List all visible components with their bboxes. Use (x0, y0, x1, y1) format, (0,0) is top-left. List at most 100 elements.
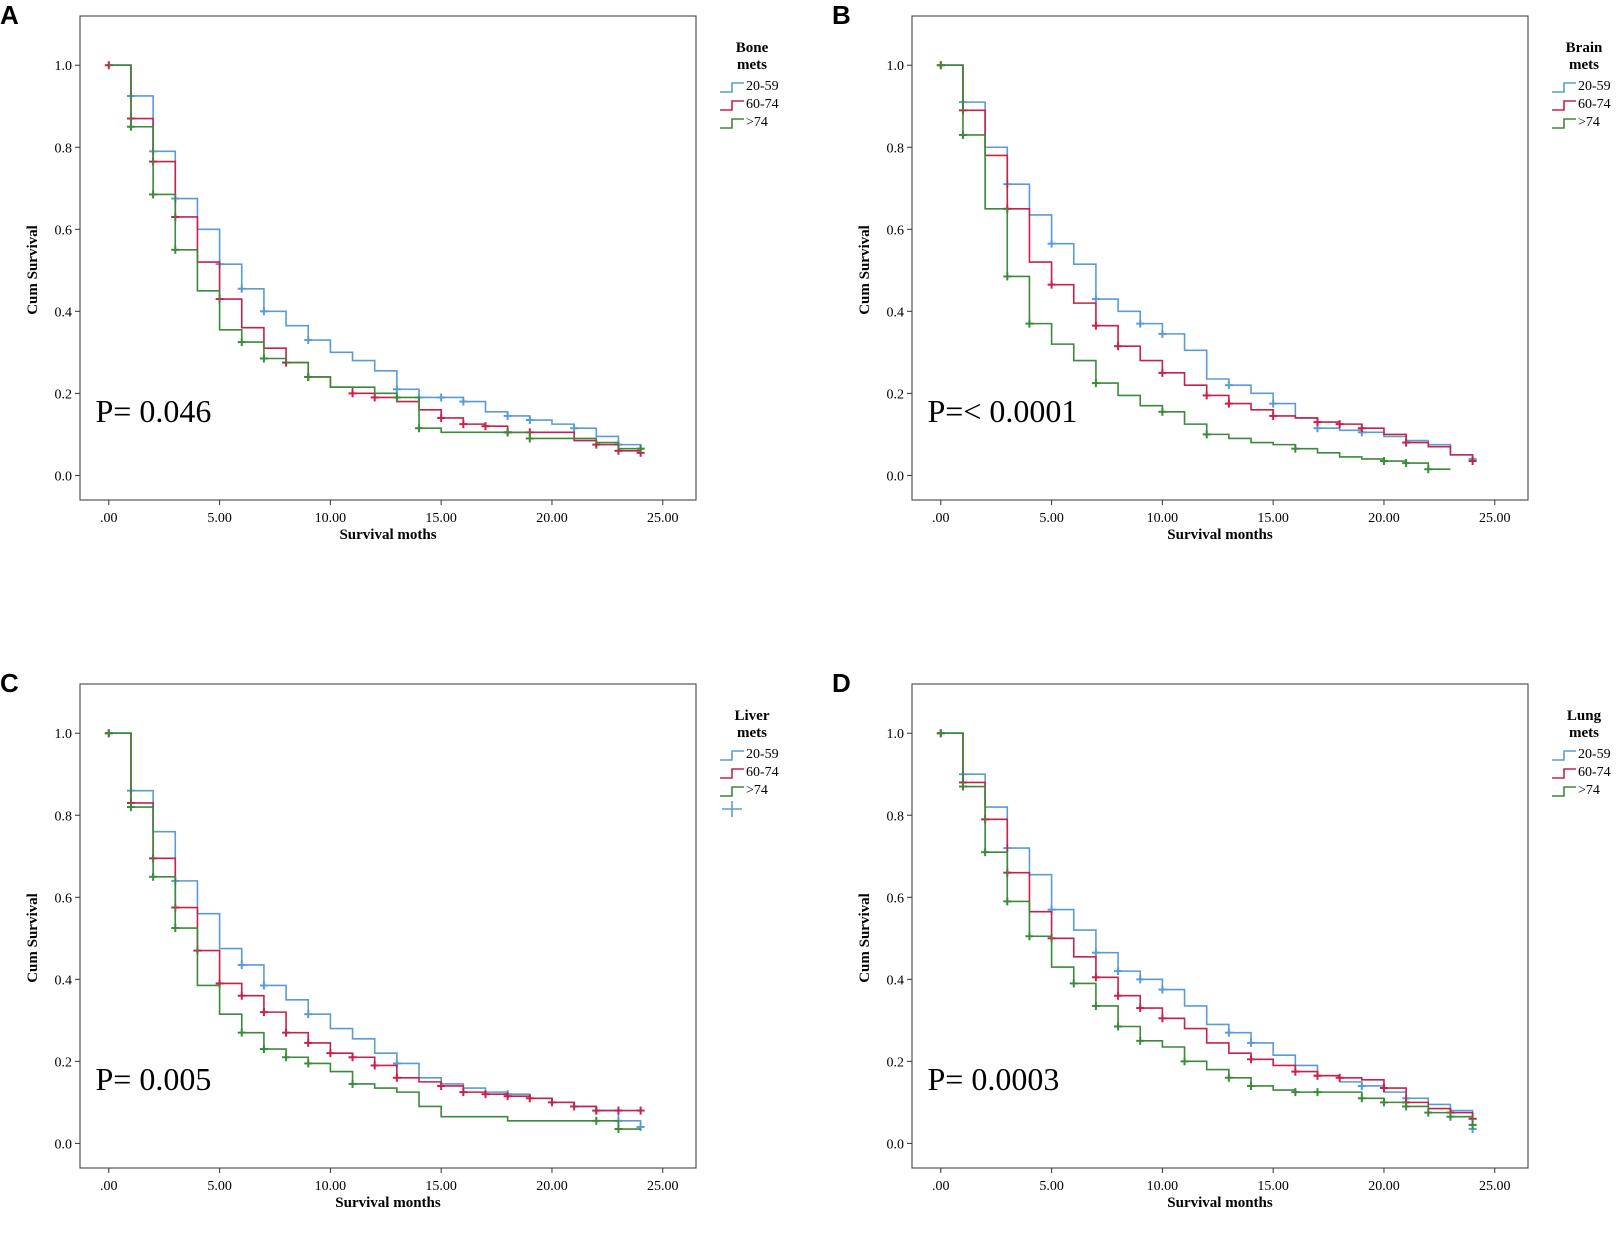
censor-mark (570, 424, 579, 433)
p-value-annotation: P= 0.046 (96, 393, 212, 429)
x-tick-label: 25.00 (647, 1179, 679, 1194)
y-tick-label: 0.6 (55, 223, 73, 238)
p-value-annotation: P= 0.0003 (928, 1061, 1060, 1097)
legend-label: 20-59 (1578, 747, 1611, 762)
censor-mark (570, 1102, 579, 1111)
censor-mark (481, 1090, 490, 1099)
censor-mark (259, 1008, 268, 1017)
legend-swatch (1552, 750, 1576, 761)
legend-label: 20-59 (1578, 79, 1611, 94)
censor-mark (459, 1088, 468, 1097)
censor-mark (149, 190, 158, 199)
km-panel-d: D 0.0 0.2 0.4 0.6 0.8 1.0 .00 5.00 10.00 15.00 20.… (832, 668, 1612, 1258)
censor-mark (1424, 1108, 1433, 1117)
y-tick-label: 0.0 (887, 1137, 905, 1152)
censor-mark (1357, 424, 1366, 433)
censor-mark (525, 416, 534, 425)
y-tick-label: 0.4 (887, 973, 905, 988)
x-tick-label: 25.00 (647, 511, 679, 526)
survival-curve->74 (940, 64, 1451, 471)
censor-mark (149, 872, 158, 881)
censor-mark (348, 1053, 357, 1062)
survival-curve->74 (108, 732, 641, 1130)
x-tick-label: 15.00 (1257, 1179, 1289, 1194)
censor-mark (1158, 1014, 1167, 1023)
censor-mark (1291, 444, 1300, 453)
censor-mark (1158, 985, 1167, 994)
censor-mark (370, 1061, 379, 1070)
censor-mark (282, 1028, 291, 1037)
censor-mark (1468, 1120, 1477, 1129)
censor-mark (1180, 1057, 1189, 1066)
censor-mark (392, 1073, 401, 1082)
legend-label: >74 (746, 115, 768, 130)
legend-label: >74 (1578, 115, 1600, 130)
censor-mark (481, 422, 490, 431)
censor-mark (171, 924, 180, 933)
censor-mark (348, 1079, 357, 1088)
legend-item: >74 (720, 115, 768, 130)
censor-mark (282, 1053, 291, 1062)
censor-mark (592, 1116, 601, 1125)
survival-curve-60-74 (108, 732, 641, 1112)
legend-item: 20-59 (720, 747, 779, 762)
x-tick-label: .00 (932, 1179, 950, 1194)
y-tick-label: 0.4 (55, 305, 73, 320)
legend-label: 60-74 (746, 765, 779, 780)
censor-mark (1003, 897, 1012, 906)
censor-mark (503, 1092, 512, 1101)
censor-mark (304, 1010, 313, 1019)
x-tick-label: 20.00 (1368, 1179, 1400, 1194)
censor-mark (1136, 1036, 1145, 1045)
x-tick-label: 10.00 (315, 511, 347, 526)
legend-title: mets (1569, 725, 1599, 741)
y-tick-label: 1.0 (887, 59, 905, 74)
km-panel-c: C 0.0 0.2 0.4 0.6 0.8 1.0 .00 5.00 10.00 15.00 20.… (0, 668, 780, 1258)
y-tick-label: 0.8 (887, 809, 905, 824)
p-value-annotation: P= 0.005 (96, 1061, 212, 1097)
censor-mark (392, 393, 401, 402)
legend-swatch (720, 118, 744, 129)
censor-mark (1379, 1084, 1388, 1093)
censor-mark (636, 444, 645, 453)
legend-label: 60-74 (1578, 97, 1611, 112)
censor-mark (1025, 932, 1034, 941)
censor-mark (348, 389, 357, 398)
legend-title: Bone (736, 40, 769, 56)
y-axis-label: Cum Survival (857, 893, 873, 983)
censor-mark (636, 1106, 645, 1115)
censor-mark (503, 411, 512, 420)
x-axis-label: Survival months (335, 1195, 441, 1211)
censor-mark (1091, 1001, 1100, 1010)
censor-mark (1091, 379, 1100, 388)
censor-mark (1269, 411, 1278, 420)
censor-mark (1091, 295, 1100, 304)
censor-mark (392, 385, 401, 394)
panel-label: B (832, 0, 851, 30)
censor-mark (525, 1094, 534, 1103)
censor-mark (1357, 1081, 1366, 1090)
legend-title: mets (737, 725, 767, 741)
legend-title: Lung (1567, 708, 1602, 724)
censor-mark (503, 428, 512, 437)
censor-mark (304, 372, 313, 381)
y-tick-label: 1.0 (55, 727, 73, 742)
censor-mark (1114, 1022, 1123, 1031)
censor-mark (1335, 420, 1344, 429)
censor-mark (1424, 465, 1433, 474)
censor-mark (1357, 1094, 1366, 1103)
x-tick-label: 5.00 (1039, 511, 1064, 526)
survival-curve->74 (940, 732, 1474, 1125)
censor-mark (936, 61, 945, 70)
censor-mark (1313, 1088, 1322, 1097)
censor-mark (1291, 1067, 1300, 1076)
legend-title: Liver (735, 708, 770, 724)
legend-swatch (1552, 82, 1576, 93)
censor-mark (1247, 1055, 1256, 1064)
legend-title: mets (1569, 57, 1599, 73)
y-tick-label: 0.6 (887, 223, 905, 238)
x-tick-label: 5.00 (1039, 1179, 1064, 1194)
censor-mark (237, 1028, 246, 1037)
legend-label: 20-59 (746, 79, 779, 94)
censor-mark (1379, 457, 1388, 466)
